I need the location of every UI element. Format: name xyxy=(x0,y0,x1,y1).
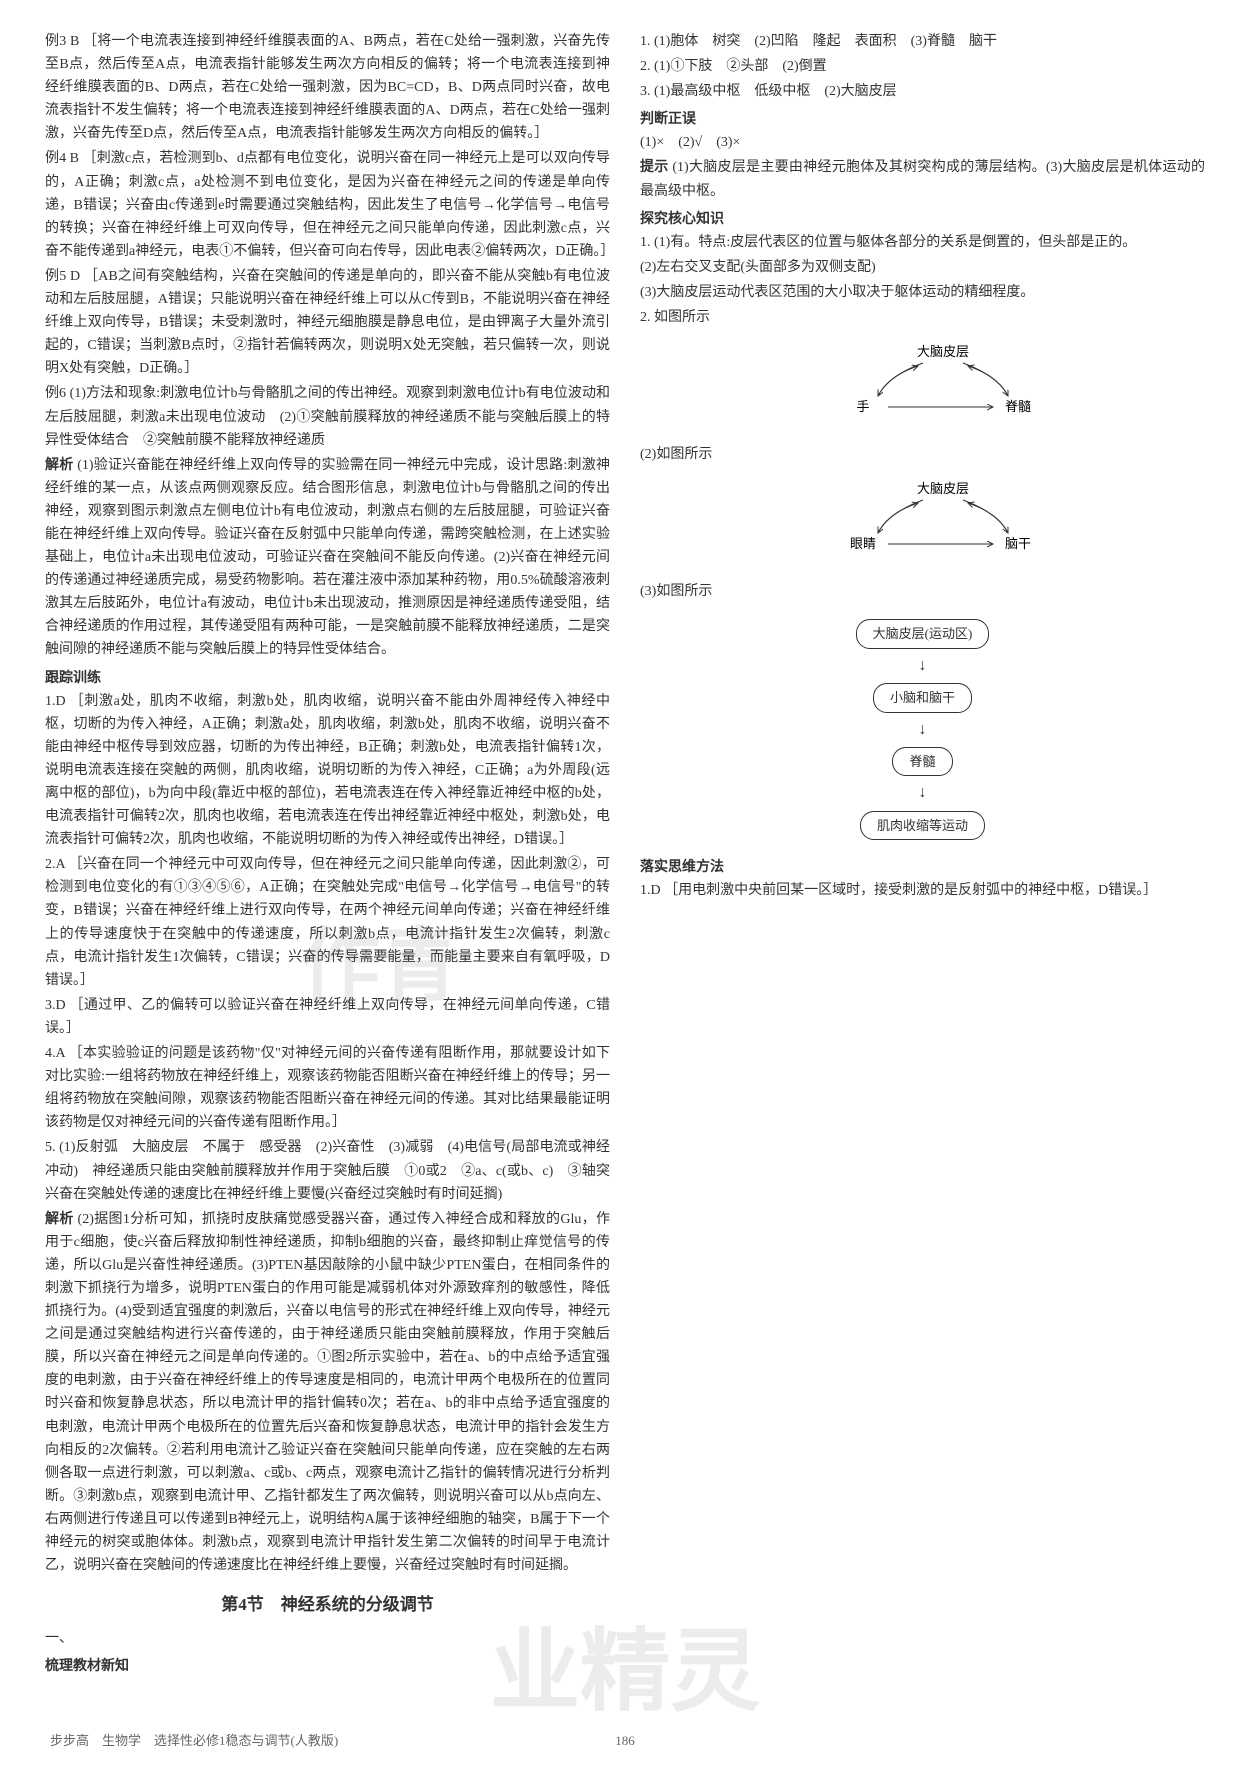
question-1-text: ［刺激a处，肌肉不收缩，刺激b处，肌肉收缩，说明兴奋不能由外周神经传入神经中枢，… xyxy=(45,694,610,848)
core-3: (3)大脑皮层运动代表区范围的大小取决于躯体运动的精细程度。 xyxy=(640,281,1205,304)
diagram-3-node-1: 小脑和脑干 xyxy=(873,683,972,712)
example-3: 例3 B ［将一个电流表连接到神经纤维膜表面的A、B两点，若在C处给一强刺激，兴… xyxy=(45,30,610,145)
question-5-parts: (1)反射弧 大脑皮层 不属于 感受器 (2)兴奋性 (3)减弱 (4)电信号(… xyxy=(45,1140,624,1201)
diagram-3-node-2: 脊髓 xyxy=(892,747,952,776)
diagram-2-svg: 大脑皮层 眼睛 脑干 xyxy=(793,478,1053,568)
subheading-3: 落实思维方法 xyxy=(640,856,1205,879)
question-1-label: 1.D xyxy=(45,694,66,709)
arrow-icon-2: ↓ xyxy=(919,721,927,738)
diagram-1-svg: 大脑皮层 手 脊髓 xyxy=(793,341,1053,431)
svg-text:脊髓: 脊髓 xyxy=(1004,399,1030,414)
question-4-label: 4.A xyxy=(45,1046,65,1061)
question-5-analysis-label: 解析 xyxy=(45,1212,74,1227)
question-3-label: 3.D xyxy=(45,998,66,1013)
diagram-1: 大脑皮层 手 脊髓 xyxy=(640,341,1205,431)
example-6-text1: (1)方法和现象:刺激电位计b与骨骼肌之间的传出神经。观察到刺激电位计b有电位波… xyxy=(45,386,610,447)
item-1-2: 2. (1)①下肢 ②头部 (2)倒置 xyxy=(640,55,1205,78)
question-5: 5. (1)反射弧 大脑皮层 不属于 感受器 (2)兴奋性 (3)减弱 (4)电… xyxy=(45,1136,610,1205)
footer-page-number: 186 xyxy=(615,1730,635,1751)
example-3-text: ［将一个电流表连接到神经纤维膜表面的A、B两点，若在C处给一强刺激，兴奋先传至B… xyxy=(45,34,610,141)
question-1: 1.D ［刺激a处，肌肉不收缩，刺激b处，肌肉收缩，说明兴奋不能由外周神经传入神… xyxy=(45,690,610,852)
svg-text:大脑皮层: 大脑皮层 xyxy=(916,344,968,359)
core-2: (2)左右交叉支配(头面部多为双侧支配) xyxy=(640,256,1205,279)
example-4-label: 例4 B xyxy=(45,151,79,166)
question-4-text: ［本实验验证的问题是该药物"仅"对神经元间的兴奋传递有阻断作用，那就要设计如下对… xyxy=(45,1046,610,1130)
arrow-icon-1: ↓ xyxy=(919,657,927,674)
example-4-text: ［刺激c点，若检测到b、d点都有电位变化，说明兴奋在同一神经元上是可以双向传导的… xyxy=(45,151,614,258)
question-3-text: ［通过甲、乙的偏转可以验证兴奋在神经纤维上双向传导，在神经元间单向传递，C错误。… xyxy=(45,998,610,1036)
diagram-3-node-0: 大脑皮层(运动区) xyxy=(856,619,990,648)
main-content: 例3 B ［将一个电流表连接到神经纤维膜表面的A、B两点，若在C处给一强刺激，兴… xyxy=(45,30,1205,1680)
judge-title: 判断正误 xyxy=(640,108,1205,131)
example-5: 例5 D ［AB之间有突触结构，兴奋在突触间的传递是单向的，即兴奋不能从突触b有… xyxy=(45,265,610,380)
section-4-title: 第4节 神经系统的分级调节 xyxy=(45,1591,610,1619)
page-footer: 步步高 生物学 选择性必修1稳态与调节(人教版) 186 xyxy=(50,1730,1200,1751)
question-3: 3.D ［通过甲、乙的偏转可以验证兴奋在神经纤维上双向传导，在神经元间单向传递，… xyxy=(45,994,610,1040)
question-2: 2.A ［兴奋在同一个神经元中可双向传导，但在神经元之间只能单向传递，因此刺激②… xyxy=(45,853,610,992)
example-3-label: 例3 B xyxy=(45,34,79,49)
example-5-text: ［AB之间有突触结构，兴奋在突触间的传递是单向的，即兴奋不能从突触b有电位波动和… xyxy=(45,269,610,376)
example-6-analysis: 解析 (1)验证兴奋能在神经纤维上双向传导的实验需在同一神经元中完成，设计思路:… xyxy=(45,454,610,662)
example-6: 例6 (1)方法和现象:刺激电位计b与骨骼肌之间的传出神经。观察到刺激电位计b有… xyxy=(45,382,610,451)
example-4: 例4 B ［刺激c点，若检测到b、d点都有电位变化，说明兴奋在同一神经元上是可以… xyxy=(45,147,610,262)
practice-title: 跟踪训练 xyxy=(45,667,610,690)
question-4: 4.A ［本实验验证的问题是该药物"仅"对神经元间的兴奋传递有阻断作用，那就要设… xyxy=(45,1042,610,1134)
example-6-label: 例6 xyxy=(45,386,66,401)
question-2-text: ［兴奋在同一个神经元中可双向传导，但在神经元之间只能单向传递，因此刺激②，可检测… xyxy=(45,857,610,987)
hint-block: 提示 (1)大脑皮层是主要由神经元胞体及其树突构成的薄层结构。(3)大脑皮层是机… xyxy=(640,156,1205,202)
example-6-analysis-label: 解析 xyxy=(45,458,73,473)
section-1-label: 一、 xyxy=(45,1627,610,1650)
arrow-icon-3: ↓ xyxy=(919,784,927,801)
example-5-label: 例5 D xyxy=(45,269,80,284)
svg-text:脑干: 脑干 xyxy=(1004,536,1030,551)
method-1-text: ［用电刺激中央前回某一区域时，接受刺激的是反射弧中的神经中枢，D错误。］ xyxy=(664,883,1157,898)
subheading-1: 梳理教材新知 xyxy=(45,1655,610,1678)
question-5-analysis-text: (2)据图1分析可知，抓挠时皮肤痛觉感受器兴奋，通过传入神经合成和释放的Glu，… xyxy=(45,1212,610,1573)
core-1: 1. (1)有。特点:皮层代表区的位置与躯体各部分的关系是倒置的，但头部是正的。 xyxy=(640,231,1205,254)
hint-label: 提示 xyxy=(640,160,669,175)
item-1-1: 1. (1)胞体 树突 (2)凹陷 隆起 表面积 (3)脊髓 脑干 xyxy=(640,30,1205,53)
diagram-2: 大脑皮层 眼睛 脑干 xyxy=(640,478,1205,568)
question-2-label: 2.A xyxy=(45,857,65,872)
item-1-3: 3. (1)最高级中枢 低级中枢 (2)大脑皮层 xyxy=(640,80,1205,103)
svg-text:手: 手 xyxy=(856,399,869,414)
method-1: 1.D ［用电刺激中央前回某一区域时，接受刺激的是反射弧中的神经中枢，D错误。］ xyxy=(640,879,1205,902)
diagram-3: 大脑皮层(运动区) ↓ 小脑和脑干 ↓ 脊髓 ↓ 肌肉收缩等运动 xyxy=(640,615,1205,844)
judge-answers: (1)× (2)√ (3)× xyxy=(640,131,1205,154)
question-5-analysis: 解析 (2)据图1分析可知，抓挠时皮肤痛觉感受器兴奋，通过传入神经合成和释放的G… xyxy=(45,1208,610,1578)
diagram-1-label: 2. 如图所示 xyxy=(640,306,1205,329)
method-1-label: 1.D xyxy=(640,883,661,898)
svg-text:大脑皮层: 大脑皮层 xyxy=(916,481,968,496)
question-5-label: 5. xyxy=(45,1140,56,1155)
diagram-2-label: (2)如图所示 xyxy=(640,443,1205,466)
subheading-2: 探究核心知识 xyxy=(640,208,1205,231)
diagram-3-node-3: 肌肉收缩等运动 xyxy=(860,811,985,840)
example-6-analysis-text: (1)验证兴奋能在神经纤维上双向传导的实验需在同一神经元中完成，设计思路:刺激神… xyxy=(45,458,610,658)
diagram-3-label: (3)如图所示 xyxy=(640,580,1205,603)
hint-text: (1)大脑皮层是主要由神经元胞体及其树突构成的薄层结构。(3)大脑皮层是机体运动… xyxy=(640,160,1205,198)
footer-left: 步步高 生物学 选择性必修1稳态与调节(人教版) xyxy=(50,1733,338,1748)
svg-text:眼睛: 眼睛 xyxy=(849,536,875,551)
